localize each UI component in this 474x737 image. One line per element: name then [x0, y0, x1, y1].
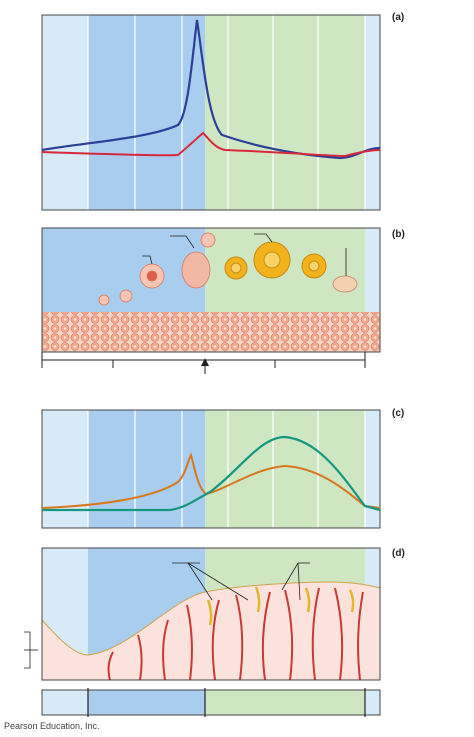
- panel-b: (b): [41, 227, 405, 374]
- panel-label: (b): [392, 229, 405, 240]
- panel-label: (d): [392, 548, 405, 559]
- phase-bar: [41, 688, 381, 717]
- panel-d: (d): [24, 547, 405, 681]
- panel-c: (c): [41, 408, 404, 529]
- panel-a: (a): [41, 12, 404, 211]
- credit: Pearson Education, Inc.: [4, 721, 100, 731]
- panel-label: (a): [392, 12, 404, 23]
- panel-label: (c): [392, 408, 404, 419]
